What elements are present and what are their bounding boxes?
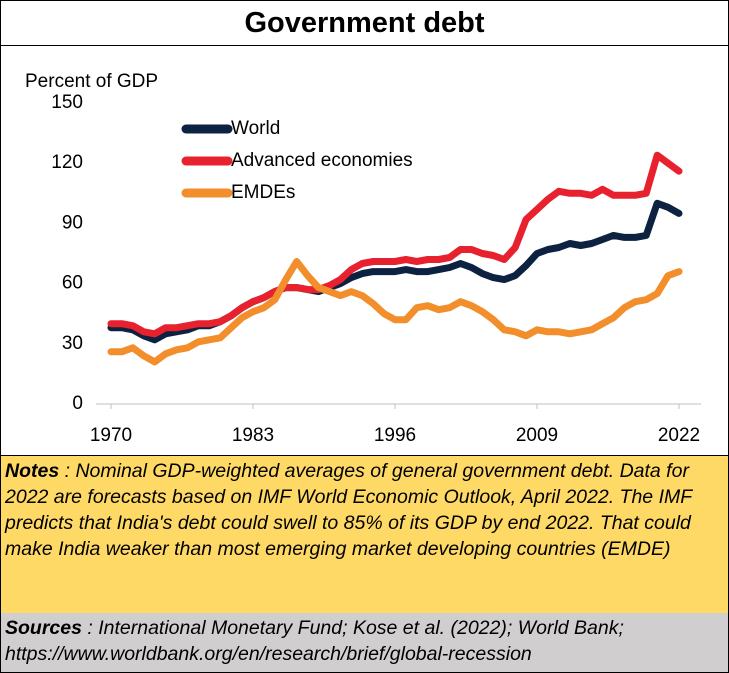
y-tick-label: 90	[62, 212, 83, 233]
series-line	[107, 258, 683, 366]
chart: Percent of GDP 0 30 60 90 120 150 1970 1983 1996…	[25, 71, 701, 446]
y-axis-label: Percent of GDP	[25, 71, 158, 92]
x-tick-label: 1996	[374, 425, 416, 446]
y-tick-label: 150	[51, 92, 83, 113]
y-tick-label: 60	[62, 273, 83, 294]
y-tick-label: 120	[51, 152, 83, 173]
notes-label: Notes	[5, 460, 60, 482]
legend-label: Advanced economies	[231, 150, 413, 171]
x-tick-label: 1970	[90, 425, 132, 446]
y-tick-label: 30	[62, 333, 83, 354]
legend-label: EMDEs	[231, 182, 295, 203]
y-tick-label: 0	[72, 393, 83, 414]
sources-label: Sources	[5, 617, 82, 639]
chart-title: Government debt	[1, 1, 728, 46]
legend-label: World	[231, 118, 280, 139]
sources: Sources : International Monetary Fund; K…	[1, 613, 728, 672]
x-tick-label: 2009	[516, 425, 558, 446]
notes-text: : Nominal GDP-weighted averages of gener…	[5, 460, 692, 560]
notes: Notes : Nominal GDP-weighted averages of…	[1, 455, 728, 614]
x-tick-label: 2022	[658, 425, 700, 446]
sources-text: : International Monetary Fund; Kose et a…	[5, 617, 624, 665]
x-tick-label: 1983	[232, 425, 274, 446]
series-line	[107, 151, 683, 338]
